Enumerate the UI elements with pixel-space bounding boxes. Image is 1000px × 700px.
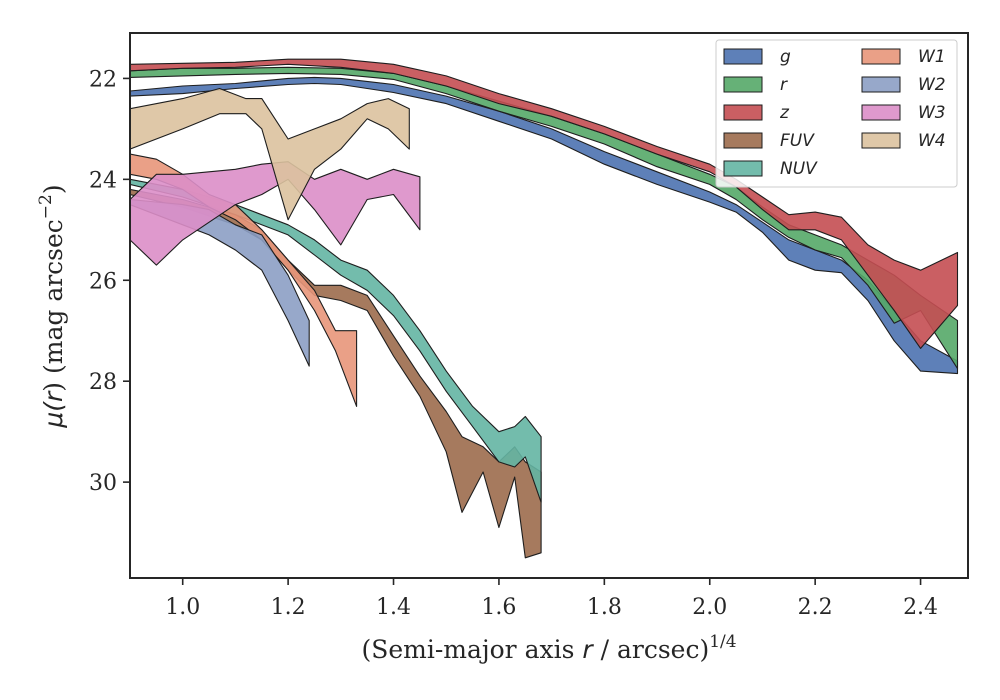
- y-tick-label: 24: [89, 168, 117, 193]
- legend-label-w3: W3: [918, 103, 946, 123]
- legend-label-w1: W1: [918, 47, 946, 67]
- x-axis-label: (Semi-major axis r / arcsec)1/4: [361, 632, 736, 664]
- legend-swatch-g: [723, 48, 763, 65]
- plot-frame: [129, 32, 969, 579]
- y-axis-label: μ(r) (mag arcsec−2): [36, 184, 68, 428]
- legend-label-r: r: [780, 75, 788, 95]
- y-tick-label: 28: [89, 370, 117, 395]
- legend-label-w2: W2: [918, 75, 946, 95]
- band-w4: [130, 87, 410, 221]
- legend-label-nuv: NUV: [780, 159, 818, 179]
- y-tick-label: 26: [89, 269, 117, 294]
- legend-swatch-fuv: [723, 132, 763, 149]
- y-tick-label: 22: [89, 67, 117, 92]
- band-z: [130, 58, 959, 349]
- x-tick-label: 2.2: [798, 595, 833, 620]
- legend: grz FUV NUV W1 W2 W3 W4: [715, 39, 958, 188]
- legend-swatch-z: [723, 104, 763, 121]
- y-tick-label: 30: [89, 471, 117, 496]
- legend-swatch-nuv: [723, 160, 763, 177]
- legend-label-z: z: [779, 103, 790, 123]
- band-w3: [130, 161, 421, 266]
- axis-layer: 1.0 1.2 1.4 1.6 1.8 2.0 2.2 2.4 22 24 26 28 30: [89, 67, 938, 620]
- x-tick-label: 1.6: [481, 595, 516, 620]
- series-layer: [130, 58, 959, 559]
- x-tick-label: 1.4: [376, 595, 411, 620]
- legend-swatch-w2: [861, 76, 901, 93]
- band-nuv: [130, 178, 542, 503]
- x-tick-label: 2.4: [903, 595, 938, 620]
- legend-label-fuv: FUV: [780, 131, 815, 151]
- legend-swatch-r: [723, 76, 763, 93]
- x-tick-label: 2.0: [692, 595, 727, 620]
- legend-label-g: g: [780, 47, 791, 67]
- x-tick-label: 1.8: [587, 595, 622, 620]
- legend-swatch-w1: [861, 48, 901, 65]
- legend-swatch-w3: [861, 104, 901, 121]
- x-tick-label: 1.0: [165, 595, 200, 620]
- band-g: [130, 76, 959, 375]
- legend-swatch-w4: [861, 132, 901, 149]
- x-tick-label: 1.2: [271, 595, 306, 620]
- legend-label-w4: W4: [918, 131, 946, 151]
